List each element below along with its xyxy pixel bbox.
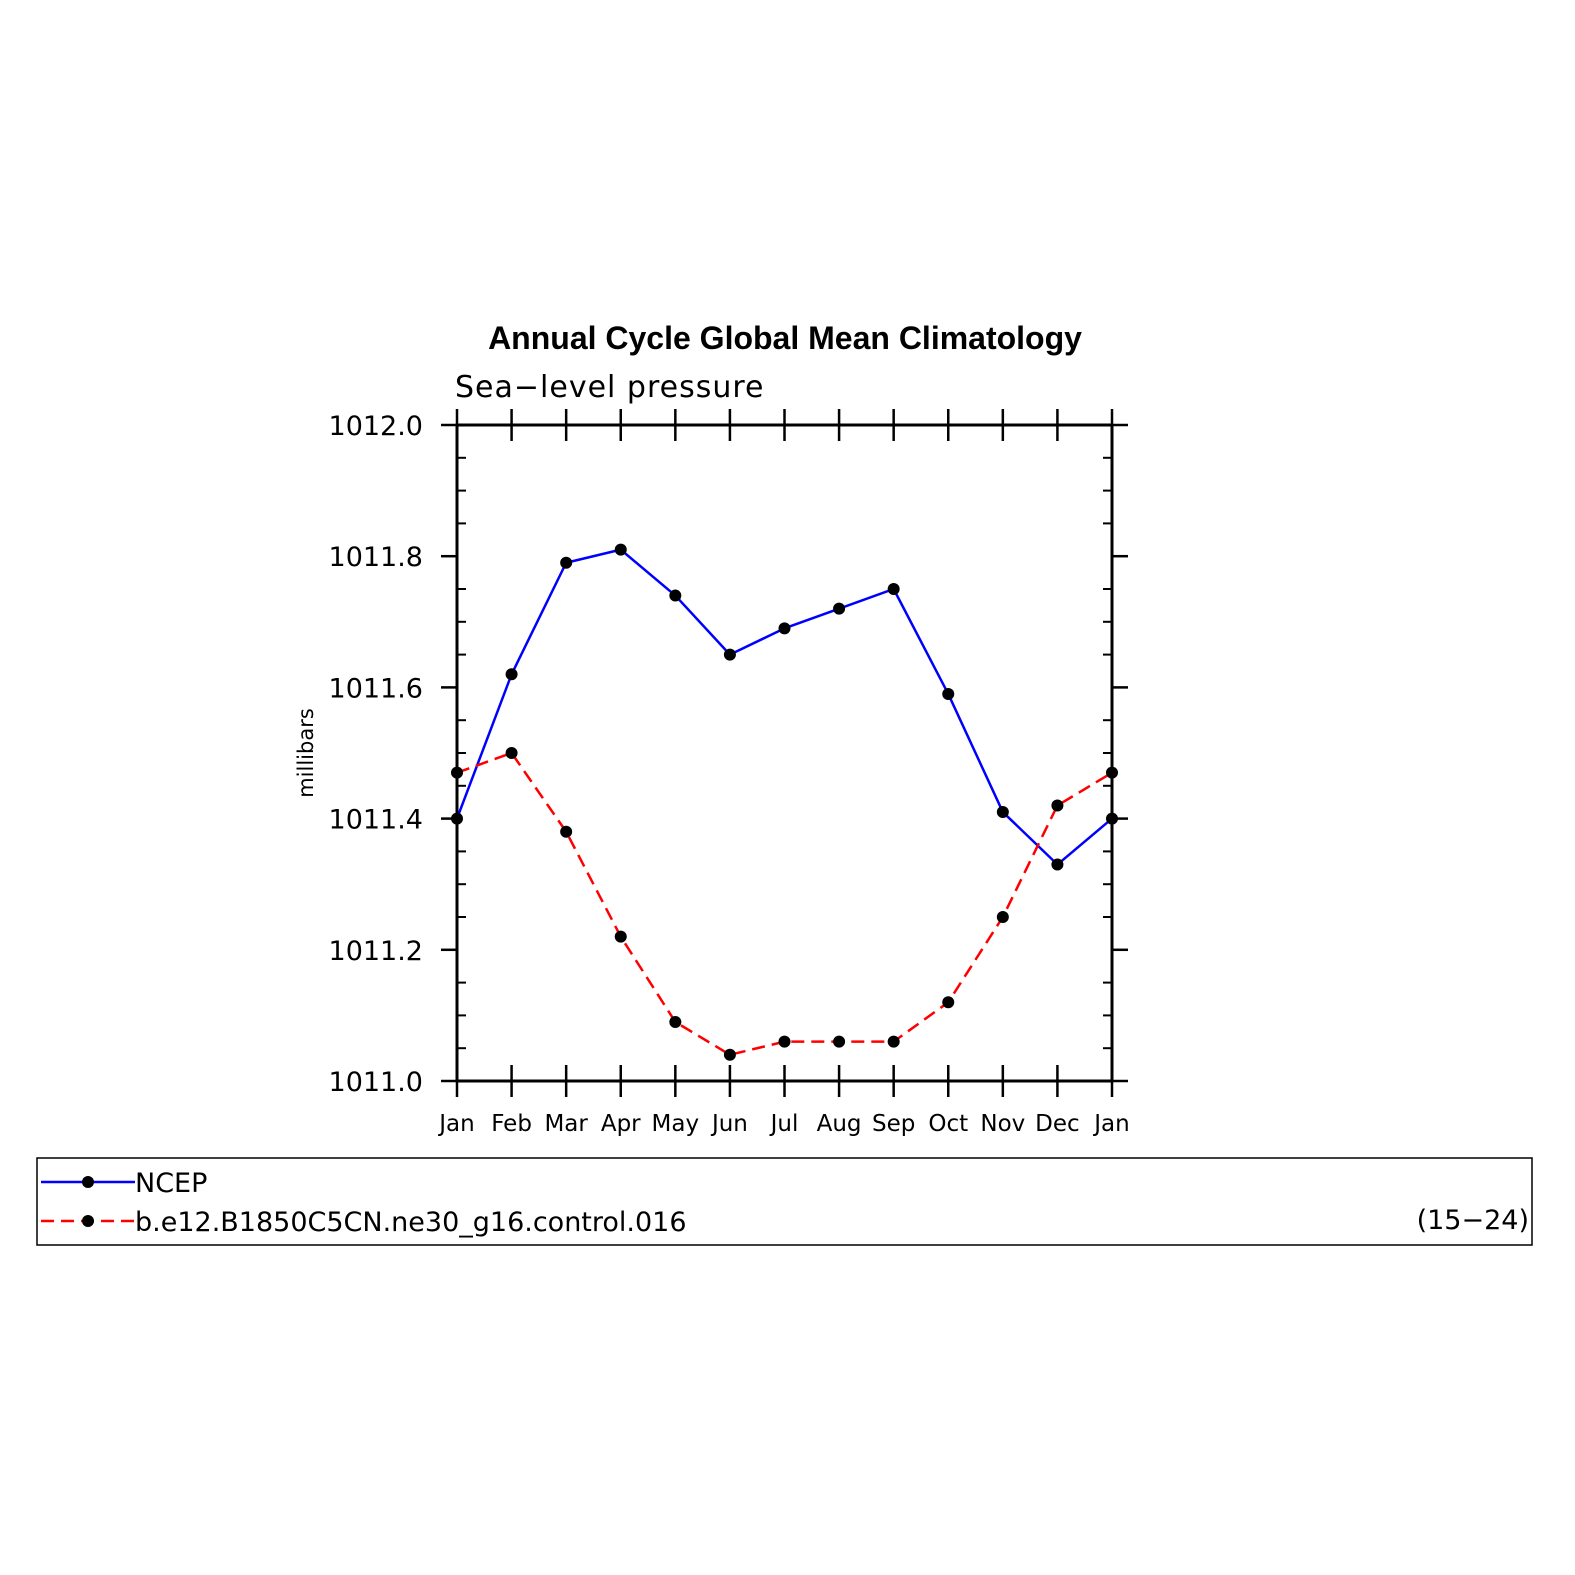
data-point-series-1 [1051, 858, 1064, 871]
legend-label-series-2: b.e12.B1850C5CN.ne30_g16.control.016 [135, 1207, 687, 1238]
chart-title: Annual Cycle Global Mean Climatology [488, 320, 1082, 356]
data-point-series-2 [1106, 766, 1118, 779]
data-point-series-2 [833, 1035, 846, 1048]
chart-subtitle: Sea−level pressure [455, 370, 764, 405]
y-tick-label: 1011.6 [329, 673, 423, 704]
legend-marker-series-2 [82, 1215, 94, 1227]
series-line-2 [456, 751, 1113, 1057]
data-point-series-2 [942, 996, 955, 1009]
data-point-series-1 [833, 602, 846, 615]
x-tick-label: Dec [1035, 1111, 1080, 1137]
data-point-series-1 [505, 668, 518, 681]
data-point-series-2 [996, 911, 1009, 923]
data-point-series-2 [778, 1035, 791, 1048]
data-point-series-2 [887, 1035, 900, 1048]
series-layer [451, 543, 1118, 1061]
data-point-series-1 [778, 622, 791, 635]
x-tick-label: Oct [928, 1111, 968, 1137]
x-tick-label: Jan [437, 1111, 474, 1137]
legend-label-series-1: NCEP [135, 1168, 207, 1199]
y-axis-label: millibars [294, 708, 318, 798]
y-tick-label: 1011.4 [329, 805, 423, 836]
y-tick-label: 1011.8 [329, 542, 423, 573]
data-point-series-1 [614, 543, 627, 556]
axes: 1011.0 1011.2 1011.4 1011.6 1011.8 1012.0 Jan F… [329, 409, 1130, 1137]
data-point-series-2 [669, 1015, 682, 1028]
x-tick-label: Nov [980, 1111, 1025, 1137]
x-tick-label: Jan [1092, 1111, 1129, 1137]
x-tick-label: Jul [769, 1111, 799, 1137]
legend-note: (15−24) [1417, 1205, 1529, 1236]
data-point-series-2 [560, 825, 573, 838]
data-point-series-2 [1051, 799, 1064, 812]
x-tick-label: May [652, 1111, 700, 1137]
data-point-series-1 [560, 556, 573, 569]
data-point-series-2 [614, 930, 627, 943]
data-point-series-2 [723, 1048, 736, 1061]
x-tick-label: Mar [544, 1111, 588, 1137]
y-tick-label: 1012.0 [329, 411, 423, 442]
data-point-series-1 [1106, 812, 1118, 825]
x-tick-label: Feb [491, 1111, 532, 1137]
data-point-series-1 [451, 812, 463, 825]
data-point-series-1 [887, 583, 900, 595]
data-point-series-1 [723, 648, 736, 661]
y-tick-label: 1011.2 [329, 936, 423, 967]
plot-frame [455, 423, 1114, 1083]
data-point-series-2 [451, 766, 463, 779]
y-tick-label: 1011.0 [329, 1067, 423, 1098]
data-point-series-1 [942, 687, 955, 700]
data-point-series-1 [996, 806, 1009, 819]
legend-box [36, 1157, 1533, 1246]
legend: NCEP b.e12.B1850C5CN.ne30_g16.control.016 [41, 1168, 687, 1238]
data-point-series-2 [505, 747, 518, 759]
x-tick-label: Aug [817, 1111, 862, 1137]
series-line-1 [455, 548, 1113, 866]
x-tick-label: Sep [872, 1111, 915, 1137]
legend-marker-series-1 [82, 1176, 94, 1188]
x-tick-label: Apr [601, 1111, 641, 1137]
data-point-series-1 [669, 589, 682, 602]
x-tick-label: Jun [710, 1111, 748, 1137]
